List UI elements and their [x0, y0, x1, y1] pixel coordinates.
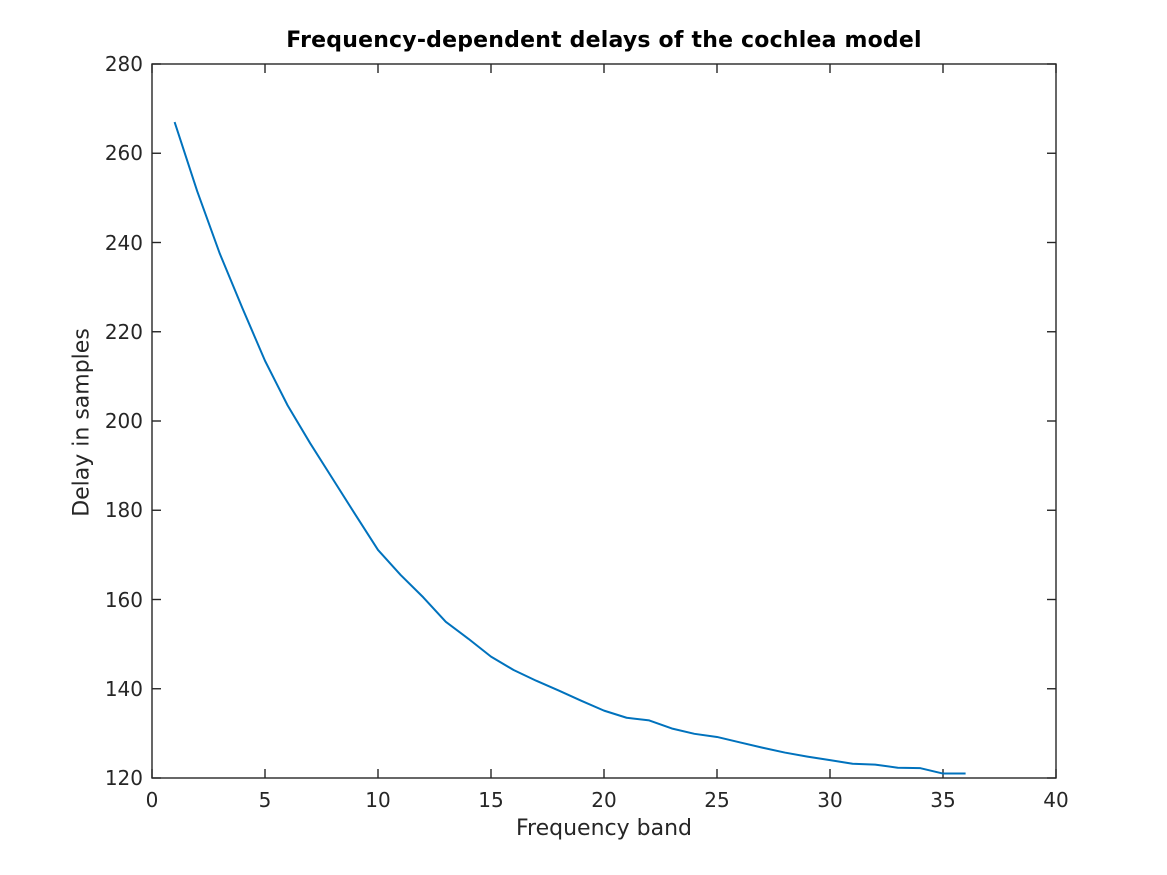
y-tick-label: 140 [104, 676, 143, 701]
plot-border [151, 63, 1057, 779]
x-tick-label: 15 [478, 788, 504, 812]
x-tick-label: 10 [365, 788, 391, 812]
y-tick-label: 280 [104, 52, 143, 76]
y-tick-label: 200 [104, 409, 143, 433]
x-tick-label: 40 [1043, 788, 1069, 812]
y-tick-label: 120 [104, 766, 143, 790]
y-tick-label: 240 [104, 230, 143, 255]
x-tick-label: 5 [258, 788, 272, 812]
x-axis-label: Frequency band [516, 816, 692, 841]
chart-title: Frequency-dependent delays of the cochle… [286, 28, 922, 53]
y-tick-label: 160 [104, 587, 143, 612]
y-tick-label: 220 [104, 319, 143, 344]
x-tick-label: 35 [930, 788, 956, 812]
delay-curve [173, 121, 966, 775]
x-tick-label: 0 [145, 788, 159, 812]
y-tick-label: 260 [104, 141, 143, 166]
x-tick-label: 25 [704, 788, 730, 812]
y-tick-label: 180 [104, 498, 143, 523]
x-tick-label: 20 [591, 788, 617, 812]
x-tick-label: 30 [817, 788, 843, 812]
